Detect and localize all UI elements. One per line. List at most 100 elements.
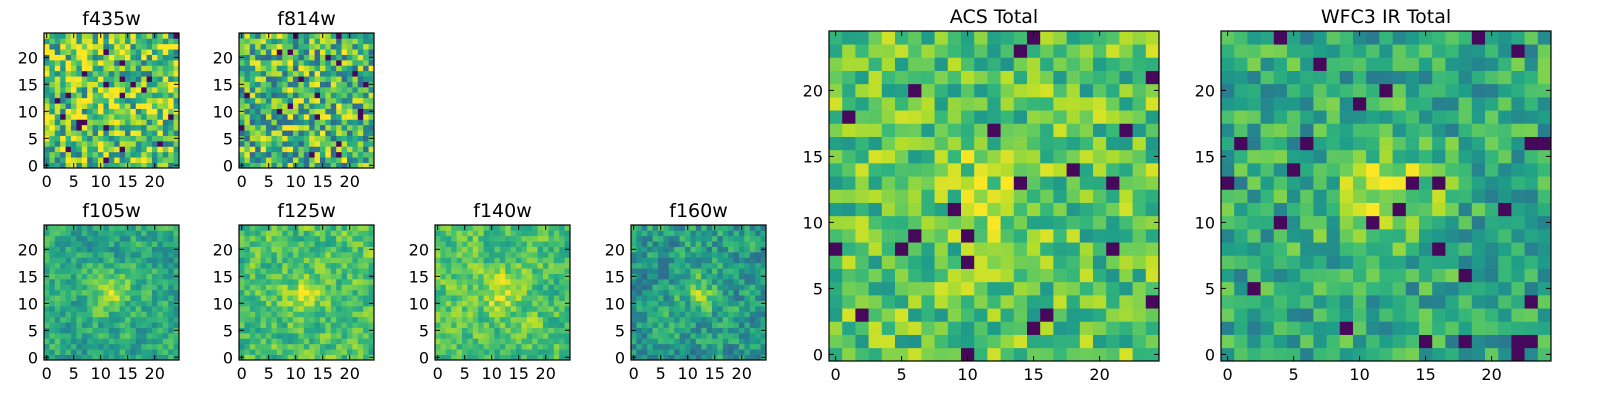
heatmap-cell <box>341 316 348 323</box>
heatmap-cell <box>298 241 305 247</box>
heatmap-cell <box>92 60 99 66</box>
heatmap-cell <box>293 141 299 147</box>
heatmap-cell <box>141 124 147 131</box>
heatmap-cell <box>537 268 544 274</box>
heatmap-cell <box>1326 308 1341 322</box>
heatmap-cell <box>1106 123 1120 137</box>
heatmap-cell <box>987 31 1001 45</box>
heatmap-cell <box>65 97 72 104</box>
heatmap-cell <box>76 235 83 242</box>
heatmap-cell <box>467 343 474 350</box>
heatmap-cell <box>679 241 686 247</box>
heatmap-cell <box>141 235 147 242</box>
heatmap-cell <box>125 257 131 264</box>
heatmap-cell <box>548 268 555 274</box>
heatmap-cell <box>309 300 315 307</box>
heatmap-cell <box>119 225 126 231</box>
heatmap-cell <box>309 114 315 120</box>
heatmap-cell <box>1300 281 1314 296</box>
heatmap-cell <box>173 130 180 136</box>
heatmap-cell <box>347 157 353 163</box>
heatmap-cell <box>60 235 66 242</box>
heatmap-cell <box>76 103 83 109</box>
heatmap-cell <box>445 333 452 339</box>
heatmap-cell <box>1287 255 1301 269</box>
heatmap-cell <box>1053 242 1067 256</box>
heatmap-cell <box>921 176 935 190</box>
heatmap-cell <box>510 273 517 280</box>
heatmap-cell <box>456 246 463 253</box>
heatmap-cell <box>65 130 72 136</box>
heatmap-cell <box>739 333 745 339</box>
heatmap-cell <box>293 252 299 258</box>
heatmap-cell <box>472 284 479 291</box>
heatmap-cell <box>157 273 164 280</box>
heatmap-cell <box>631 311 637 318</box>
heatmap-cell <box>663 284 670 291</box>
heatmap-cell <box>108 130 115 136</box>
heatmap-cell <box>162 38 169 45</box>
heatmap-cell <box>244 108 251 115</box>
x-tick-label: 0 <box>237 172 247 191</box>
heatmap-cell <box>119 327 126 334</box>
heatmap-cell <box>49 130 56 136</box>
y-tick-label: 10 <box>803 213 823 232</box>
heatmap-cell <box>564 338 571 345</box>
heatmap-cell <box>510 241 517 247</box>
heatmap-cell <box>521 257 528 264</box>
heatmap-cell <box>119 70 126 77</box>
heatmap-cell <box>92 262 99 269</box>
heatmap-cell <box>1027 189 1041 203</box>
heatmap-cell <box>1273 334 1288 349</box>
heatmap-cell <box>173 316 180 323</box>
heatmap-cell <box>114 92 120 99</box>
heatmap-cell <box>271 327 278 334</box>
heatmap-cell <box>336 262 342 269</box>
heatmap-cell <box>71 257 77 264</box>
heatmap-cell <box>103 257 110 264</box>
heatmap-cell <box>325 141 332 147</box>
heatmap-cell <box>868 44 883 58</box>
heatmap-cell <box>636 316 643 323</box>
heatmap-cell <box>260 103 267 109</box>
heatmap-cell <box>526 354 533 361</box>
heatmap-cell <box>298 289 305 296</box>
heatmap-cell <box>146 289 153 296</box>
heatmap-cell <box>543 273 549 280</box>
y-tick-label: 5 <box>223 129 233 148</box>
heatmap-cell <box>1106 347 1120 362</box>
heatmap-cell <box>505 230 511 237</box>
heatmap-cell <box>49 235 56 242</box>
heatmap-cell <box>125 289 131 296</box>
heatmap-cell <box>303 289 310 296</box>
heatmap-cell <box>559 343 565 350</box>
heatmap-cell <box>499 273 506 280</box>
heatmap-cell <box>674 252 680 258</box>
heatmap-cell <box>152 92 158 99</box>
heatmap-cell <box>934 308 949 322</box>
heatmap-cell <box>135 49 142 55</box>
heatmap-cell <box>855 189 869 203</box>
heatmap-cell <box>456 230 463 237</box>
heatmap-cell <box>146 279 153 285</box>
heatmap-cell <box>641 306 648 312</box>
heatmap-cell <box>152 157 158 163</box>
heatmap-cell <box>141 54 147 61</box>
heatmap-cell <box>494 295 501 301</box>
heatmap-cell <box>287 54 294 61</box>
heatmap-cell <box>641 338 648 345</box>
heatmap-cell <box>1366 268 1380 283</box>
heatmap-cell <box>947 97 962 111</box>
heatmap-cell <box>706 241 713 247</box>
heatmap-cell <box>690 262 697 269</box>
heatmap-cell <box>368 349 375 355</box>
heatmap-cell <box>712 262 718 269</box>
heatmap-cell <box>505 279 511 285</box>
heatmap-cell <box>483 257 490 264</box>
heatmap-cell <box>674 241 680 247</box>
heatmap-cell <box>728 295 734 301</box>
heatmap-cell <box>445 241 452 247</box>
heatmap-cell <box>961 255 975 269</box>
heatmap-cell <box>298 54 305 61</box>
heatmap-cell <box>157 262 164 269</box>
